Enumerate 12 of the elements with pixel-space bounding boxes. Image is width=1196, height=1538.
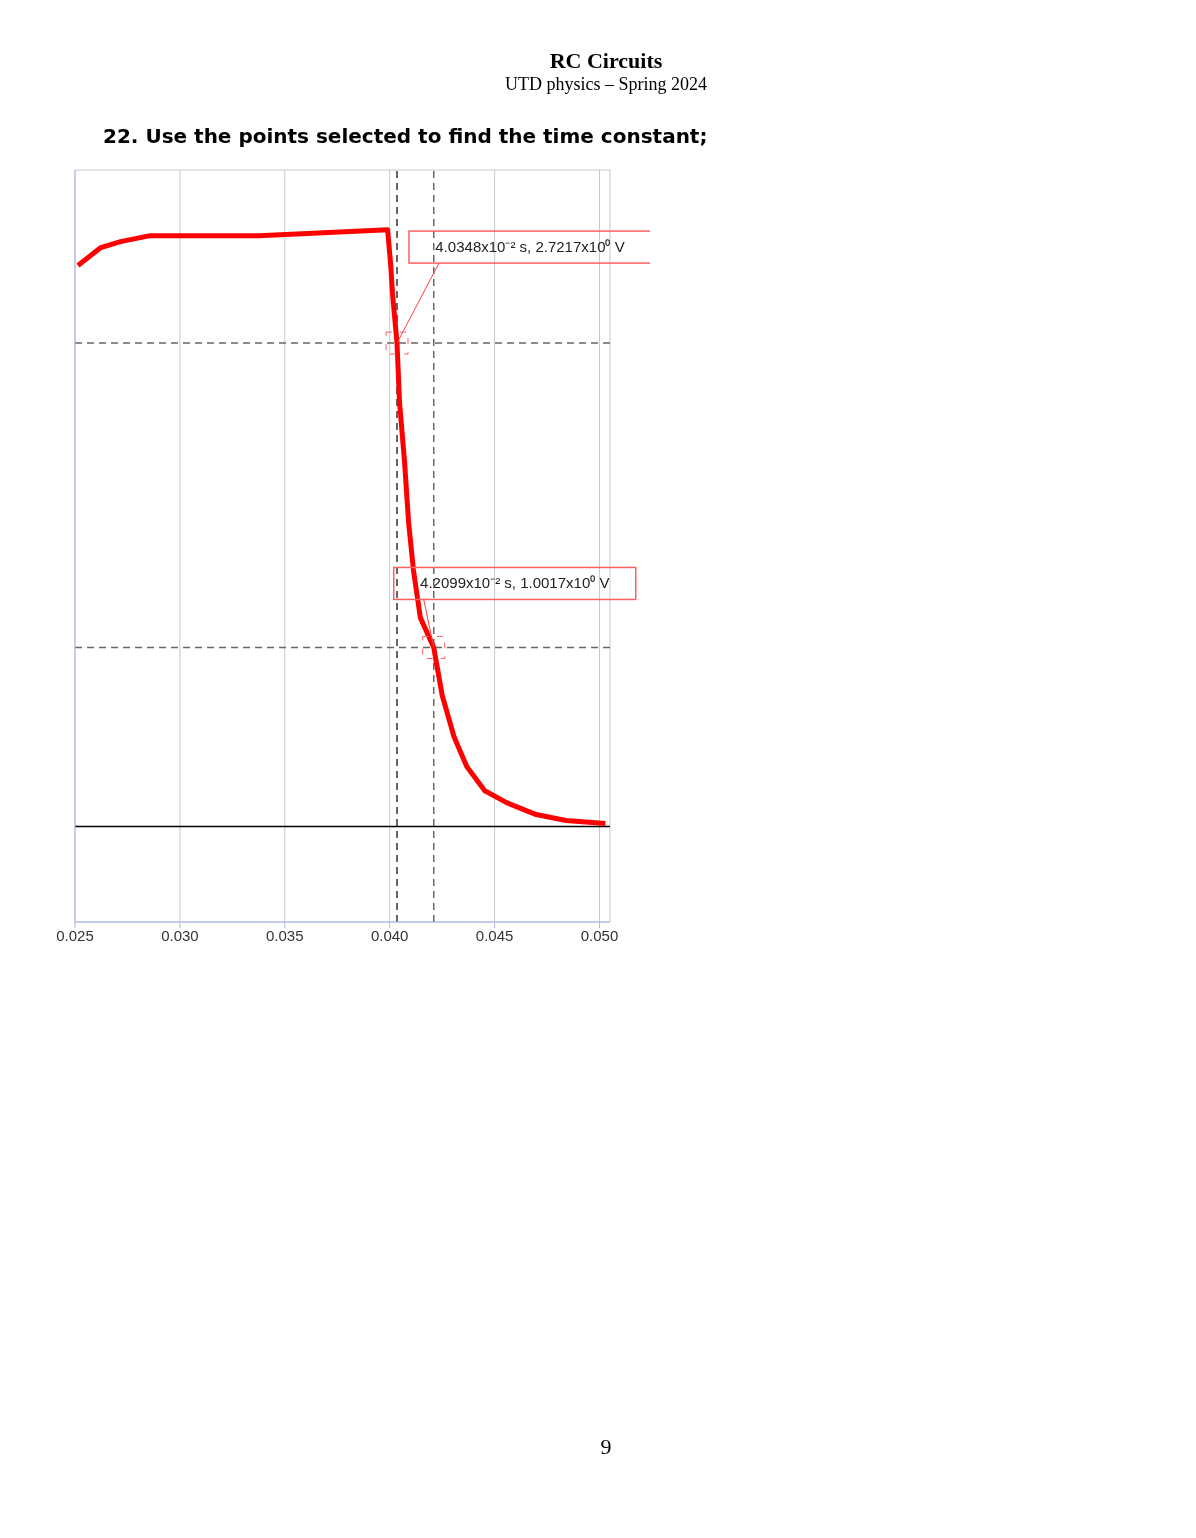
chart-subtitle: UTD physics – Spring 2024 — [504, 74, 708, 95]
x-tick-label: 0.035 — [266, 926, 304, 944]
x-tick-label: 0.025 — [56, 926, 94, 944]
text: 9 — [599, 1434, 613, 1460]
x-tick-label: 0.050 — [580, 926, 619, 944]
text: 22. Use the points selected to find the time constant; — [103, 124, 708, 148]
x-tick-label: 0.040 — [370, 926, 409, 944]
x-tick-label: 0.030 — [161, 926, 199, 944]
chart-title: RC Circuits — [548, 48, 664, 74]
x-tick-label: 0.045 — [475, 926, 514, 944]
annotation: 4.0348x10⁻² s, 2.7217x10⁰ V — [435, 238, 625, 256]
annotation: 4.2099x10⁻² s, 1.0017x10⁰ V — [420, 574, 610, 592]
